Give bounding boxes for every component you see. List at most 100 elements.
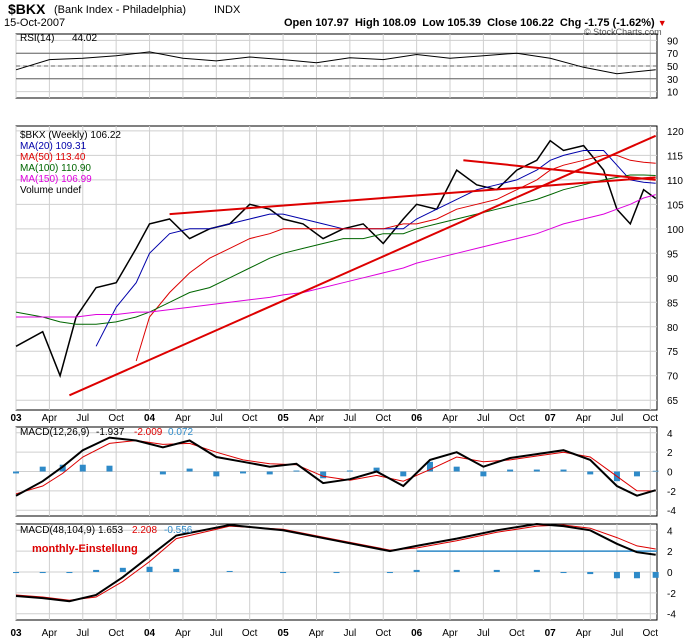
macd2-value-2: 2.208 (132, 525, 157, 536)
price-line (15, 139, 657, 379)
ma150-line (16, 194, 656, 318)
rsi-line (15, 51, 656, 75)
macd1-histogram-bar (320, 471, 327, 479)
macd1-histogram-bar (159, 471, 166, 475)
macd2-histogram-bar (226, 570, 233, 572)
price-panel: 65 70 75 80 85 90 95 100 105 110 115 120 (15, 126, 684, 410)
price-tick-label: 65 (667, 396, 679, 407)
quote-low-label: Low (422, 17, 445, 29)
macd1-histogram-bar (480, 471, 487, 477)
macd1-histogram-bar (373, 467, 380, 472)
price-tick-label: 90 (667, 274, 679, 285)
macd2-histogram-bar (119, 567, 126, 572)
macd1-tick-label: 0 (667, 468, 673, 479)
quote-open-label: Open (284, 17, 313, 29)
macd1-histogram-bar (587, 471, 594, 475)
price-tick-label: 75 (667, 347, 679, 358)
macd1-label: MACD(12,26,9) (20, 427, 89, 438)
macd2-tick-label: 2 (667, 547, 673, 558)
x-tick-label: Oct (643, 628, 659, 639)
macd1-tick-label: -2 (667, 487, 676, 498)
x-tick-label: Jul (343, 628, 356, 639)
macd1-tick-label: 2 (667, 448, 673, 459)
macd2-histogram-bar (146, 566, 153, 572)
x-tick-label: Apr (42, 413, 58, 424)
price-tick-label: 120 (667, 127, 684, 138)
rsi-tick-label: 90 (667, 36, 679, 47)
macd2-label: MACD(48,104,9) (20, 525, 95, 536)
legend-ma50: MA(50) 113.40 (20, 152, 86, 163)
x-tick-label: Jul (477, 628, 490, 639)
ma20-line (95, 150, 656, 347)
macd2-annotation: monthly-Einstellung (32, 543, 138, 555)
x-tick-label: Oct (509, 413, 525, 424)
macd1-histogram-bar (652, 470, 659, 472)
macd2-histogram-bar (333, 572, 340, 574)
x-tick-label: Oct (509, 628, 525, 639)
x-tick-label: 04 (144, 413, 156, 424)
ma100-line (15, 174, 656, 325)
price-panel-frame (15, 125, 658, 411)
rsi-tick-label: 10 (667, 88, 679, 99)
x-axis: 03 Apr Jul Oct 04 Apr Jul Oct 05 Apr Jul Oct 06 Apr Ju… (10, 413, 658, 639)
down-arrow-icon: ▼ (657, 18, 667, 28)
rsi-tick-label: 30 (667, 75, 679, 86)
macd1-signal-line (15, 439, 656, 495)
price-tick-label: 110 (667, 176, 683, 187)
price-tick-label: 105 (667, 200, 684, 211)
macd1-value-3: 0.072 (168, 427, 193, 438)
macd1-histogram-bar (426, 461, 433, 472)
x-tick-label: Oct (242, 413, 258, 424)
quote-low-value: 105.39 (447, 17, 481, 29)
x-tick-label: Apr (576, 413, 592, 424)
macd1-histogram-bar (400, 471, 407, 477)
macd2-tick-label: 4 (667, 526, 673, 537)
macd2-signal-line (15, 524, 656, 601)
macd2-histogram-bar (453, 569, 460, 572)
macd2-histogram-bar (560, 572, 567, 574)
trendline (169, 176, 656, 216)
x-tick-label: Jul (343, 413, 356, 424)
x-tick-label: Apr (309, 413, 325, 424)
macd2-panel: -4 -2 0 2 4 (13, 522, 676, 621)
x-tick-label: Apr (576, 628, 592, 639)
x-tick-label: 06 (411, 628, 423, 639)
index-name: (Bank Index - Philadelphia) (54, 4, 187, 16)
macd1-histogram-bar (13, 471, 19, 474)
x-tick-label: Oct (108, 628, 124, 639)
macd2-tick-label: -4 (667, 610, 676, 621)
x-tick-label: 05 (278, 413, 290, 424)
macd2-histogram-bar (386, 572, 393, 574)
macd1-histogram-bar (59, 464, 66, 472)
macd2-histogram-bar (493, 569, 500, 572)
x-tick-label: Oct (643, 413, 659, 424)
quote-chg-label: Chg (559, 17, 582, 29)
x-tick-label: Apr (175, 413, 191, 424)
legend-ma20: MA(20) 109.31 (20, 141, 87, 152)
macd2-histogram-bar (173, 568, 180, 572)
macd2-histogram-bar (613, 572, 620, 579)
x-tick-label: Oct (242, 628, 258, 639)
macd2-histogram-bar (633, 572, 640, 579)
quote-open-value: 107.97 (315, 17, 349, 29)
x-tick-label: Jul (611, 628, 624, 639)
macd1-histogram-bar (79, 464, 86, 472)
macd1-tick-label: -4 (667, 506, 676, 517)
macd1-histogram-bar (213, 471, 220, 477)
macd1-histogram-bar (533, 469, 540, 472)
symbol: $BKX (8, 1, 46, 17)
x-tick-label: Jul (210, 628, 223, 639)
x-tick-label: Apr (42, 628, 58, 639)
macd1-value-2: -2.009 (134, 427, 163, 438)
x-tick-label: Oct (375, 413, 391, 424)
x-tick-label: 07 (545, 413, 557, 424)
quote-chg-value: -1.75 (-1.62%) (584, 17, 655, 29)
macd1-histogram-bar (240, 471, 247, 474)
x-tick-label: 05 (278, 628, 290, 639)
macd1-histogram-bar (266, 471, 273, 475)
rsi-tick-label: 50 (667, 62, 679, 73)
legend-volume: Volume undef (20, 185, 81, 196)
x-tick-label: 03 (10, 413, 22, 424)
x-tick-label: Oct (108, 413, 124, 424)
